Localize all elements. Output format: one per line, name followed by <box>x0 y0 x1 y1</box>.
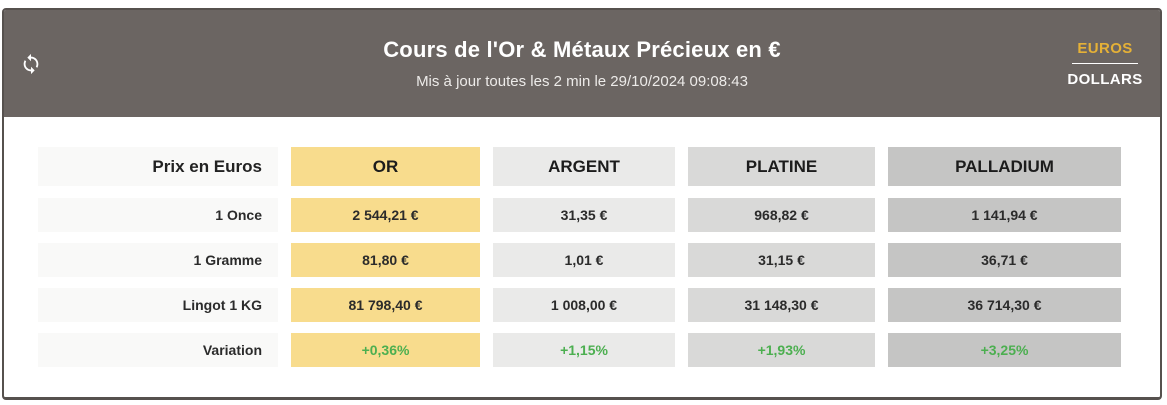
corner-label: Prix en Euros <box>38 147 278 186</box>
table-row: Lingot 1 KG 81 798,40 € 1 008,00 € 31 148,3… <box>38 288 1160 322</box>
value-cell-or: 2 544,21 € <box>291 198 480 232</box>
refresh-circular-arrows-icon <box>23 53 39 74</box>
value-cell-argent: 1,01 € <box>493 243 675 277</box>
row-label: 1 Gramme <box>38 243 278 277</box>
value-cell-argent: 1 008,00 € <box>493 288 675 322</box>
currency-option-dollars[interactable]: DOLLARS <box>1067 70 1143 88</box>
header: Cours de l'Or & Métaux Précieux en € Mis… <box>4 10 1160 117</box>
row-label: Lingot 1 KG <box>38 288 278 322</box>
value-cell-palladium: 36,71 € <box>888 243 1121 277</box>
value-cell-palladium: 36 714,30 € <box>888 288 1121 322</box>
value-cell-palladium: +3,25% <box>888 333 1121 367</box>
value-cell-argent: +1,15% <box>493 333 675 367</box>
value-cell-platine: 968,82 € <box>688 198 875 232</box>
value-cell-or: 81 798,40 € <box>291 288 480 322</box>
table-header-row: Prix en Euros OR ARGENT PLATINE PALLADIUM <box>38 147 1160 186</box>
value-cell-platine: 31 148,30 € <box>688 288 875 322</box>
header-titles: Cours de l'Or & Métaux Précieux en € Mis… <box>383 37 781 90</box>
value-cell-argent: 31,35 € <box>493 198 675 232</box>
column-header-platine: PLATINE <box>688 147 875 186</box>
refresh-button[interactable] <box>16 49 46 79</box>
value-cell-palladium: 1 141,94 € <box>888 198 1121 232</box>
prices-table: Prix en Euros OR ARGENT PLATINE PALLADIUM 1… <box>4 117 1160 367</box>
currency-toggle: EUROS DOLLARS <box>1066 40 1144 88</box>
row-label: Variation <box>38 333 278 367</box>
value-cell-platine: +1,93% <box>688 333 875 367</box>
table-body: 1 Once 2 544,21 € 31,35 € 968,82 € 1 141,94 … <box>38 198 1160 367</box>
row-label: 1 Once <box>38 198 278 232</box>
toggle-divider <box>1072 62 1138 64</box>
value-cell-platine: 31,15 € <box>688 243 875 277</box>
column-header-or: OR <box>291 147 480 186</box>
page-title: Cours de l'Or & Métaux Précieux en € <box>383 37 781 62</box>
update-status: Mis à jour toutes les 2 min le 29/10/202… <box>416 73 748 90</box>
column-header-argent: ARGENT <box>493 147 675 186</box>
column-header-palladium: PALLADIUM <box>888 147 1121 186</box>
value-cell-or: 81,80 € <box>291 243 480 277</box>
currency-option-euros[interactable]: EUROS <box>1077 39 1133 57</box>
metal-prices-card: Cours de l'Or & Métaux Précieux en € Mis… <box>2 8 1162 400</box>
value-cell-or: +0,36% <box>291 333 480 367</box>
table-row: 1 Once 2 544,21 € 31,35 € 968,82 € 1 141,94 … <box>38 198 1160 232</box>
table-row: 1 Gramme 81,80 € 1,01 € 31,15 € 36,71 € <box>38 243 1160 277</box>
table-row: Variation +0,36% +1,15% +1,93% +3,25% <box>38 333 1160 367</box>
